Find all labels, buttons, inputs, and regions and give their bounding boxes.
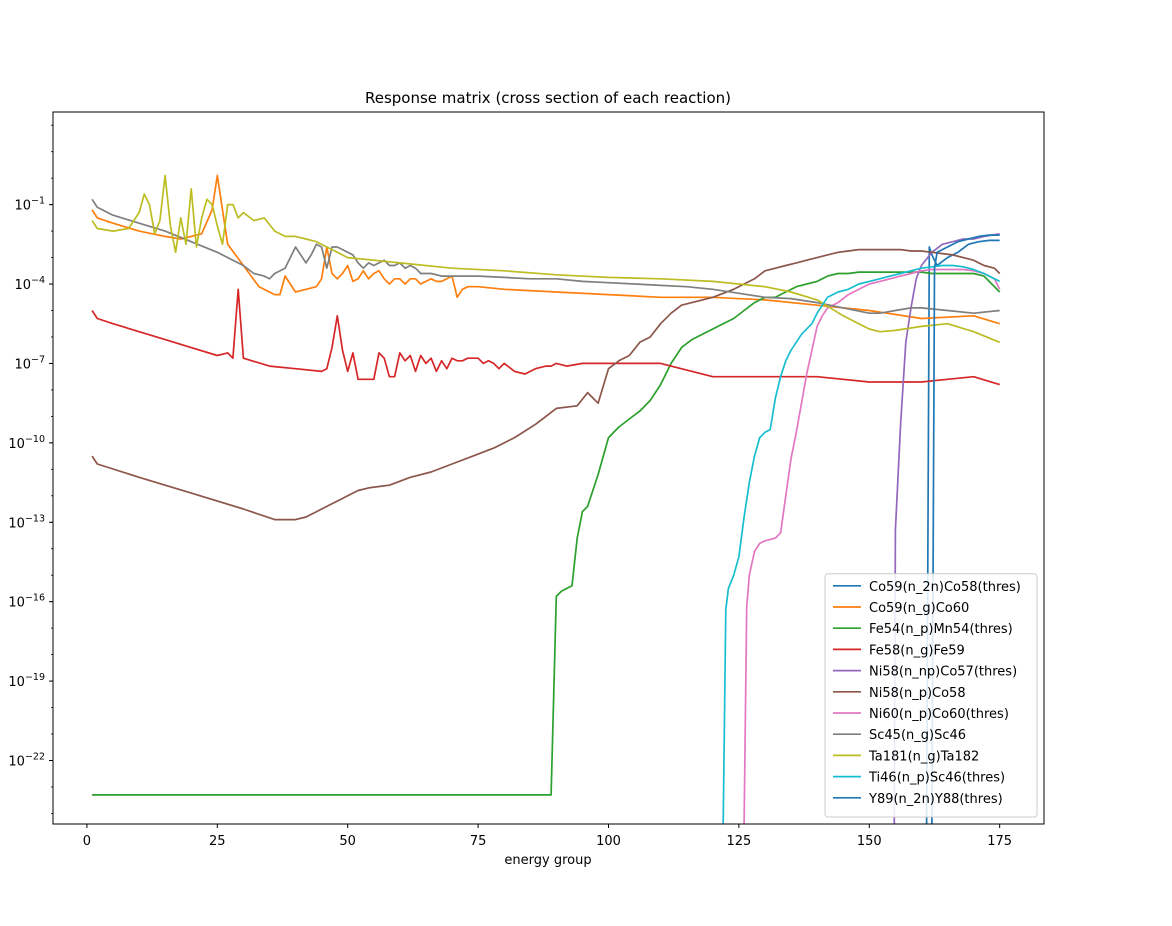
legend-label-3: Fe58(n_g)Fe59 [869, 643, 965, 658]
x-tick-label-7: 175 [987, 834, 1012, 849]
legend-label-7: Sc45(n_g)Sc46 [869, 728, 966, 743]
y-tick-label-2: 10−7 [14, 354, 45, 372]
legend-label-4: Ni58(n_np)Co57(thres) [869, 665, 1017, 680]
series-line-10 [931, 234, 1000, 824]
series-line-8 [91, 174, 1001, 344]
legend-label-8: Ta181(n_g)Ta182 [868, 749, 979, 764]
y-tick-label-6: 10−19 [8, 672, 45, 690]
legend: Co59(n_2n)Co58(thres) Co59(n_g)Co60 Fe54(n… [824, 573, 1038, 818]
y-tick-label-5: 10−16 [8, 593, 45, 611]
legend-label-2: Fe54(n_p)Mn54(thres) [869, 622, 1013, 637]
series-layer [91, 174, 1001, 824]
legend-label-0: Co59(n_2n)Co58(thres) [869, 580, 1021, 595]
legend-label-5: Ni58(n_p)Co58 [869, 686, 966, 701]
y-tick-label-0: 10−1 [14, 196, 45, 214]
series-line-6 [743, 268, 1001, 824]
series-line-9 [722, 264, 1001, 824]
chart-title: Response matrix (cross section of each r… [365, 89, 731, 107]
legend-label-10: Y89(n_2n)Y88(thres) [868, 792, 1003, 807]
legend-label-1: Co59(n_g)Co60 [869, 601, 969, 616]
legend-label-9: Ti46(n_p)Sc46(thres) [868, 771, 1005, 786]
x-tick-label-0: 0 [83, 834, 91, 849]
y-tick-label-1: 10−4 [14, 275, 45, 293]
plot-frame [52, 111, 1045, 825]
y-axis: 10−1 10−4 10−7 10−10 10−13 10−16 10−19 10−22 [8, 124, 53, 814]
y-tick-label-4: 10−13 [8, 513, 45, 531]
series-line-7 [91, 198, 1000, 315]
x-tick-label-4: 100 [596, 834, 621, 849]
x-tick-label-2: 50 [339, 834, 356, 849]
legend-label-6: Ni60(n_p)Co60(thres) [869, 707, 1009, 722]
y-tick-label-3: 10−10 [8, 434, 45, 452]
x-tick-label-6: 150 [857, 834, 882, 849]
x-tick-label-1: 25 [209, 834, 226, 849]
series-line-3 [91, 288, 1000, 386]
x-axis-label: energy group [504, 853, 591, 868]
y-tick-label-7: 10−22 [8, 751, 45, 769]
x-tick-label-5: 125 [726, 834, 751, 849]
x-tick-label-3: 75 [470, 834, 487, 849]
series-line-5 [91, 248, 1001, 521]
x-axis: 0 25 50 75 100 125 150 175 [83, 824, 1012, 849]
series-line-1 [91, 174, 1000, 325]
legend-box [824, 573, 1038, 818]
